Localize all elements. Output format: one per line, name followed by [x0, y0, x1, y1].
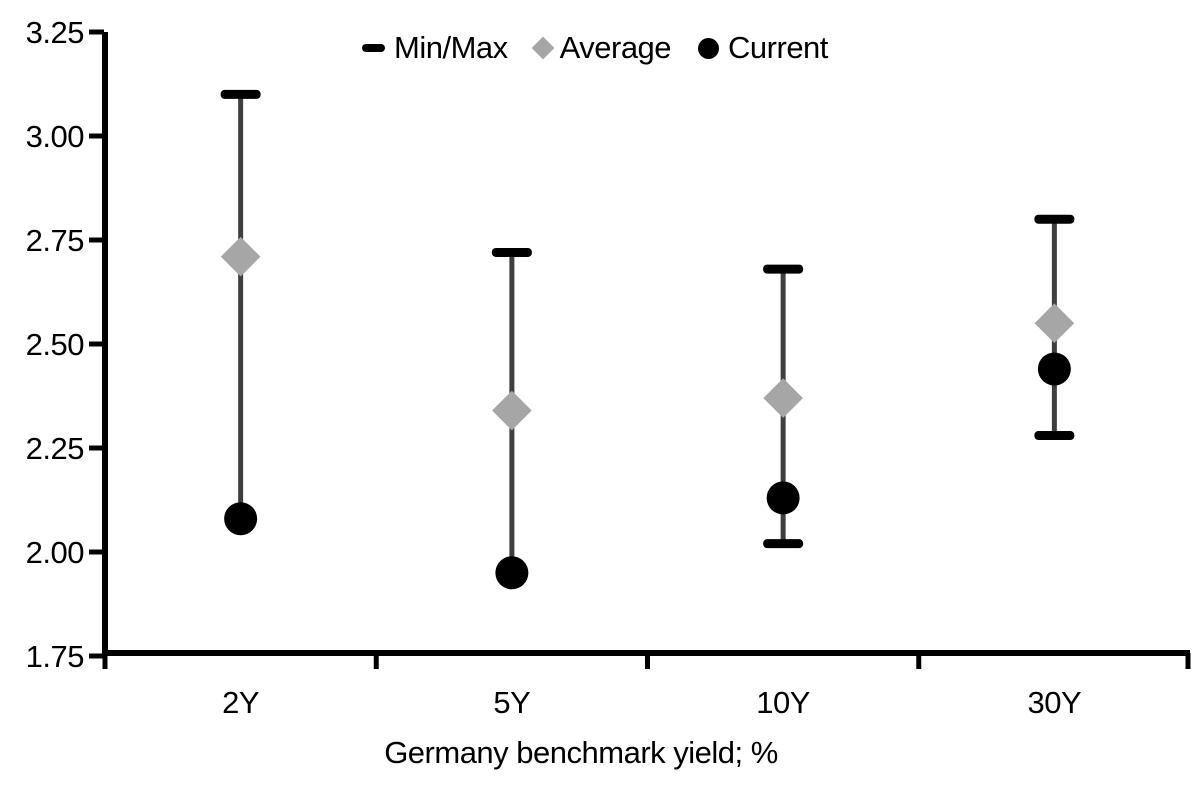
y-tick-label: 2.25 — [26, 431, 84, 466]
y-tick-label: 3.00 — [26, 119, 85, 154]
x-category-label: 5Y — [493, 685, 530, 720]
y-tick-label: 1.75 — [26, 639, 84, 674]
x-axis-title: Germany benchmark yield; % — [384, 735, 778, 770]
minmax-dash-icon — [362, 44, 385, 52]
legend-item-minmax: Min/Max — [362, 30, 508, 66]
max-cap — [1034, 214, 1075, 224]
current-marker — [766, 481, 800, 515]
min-cap — [1034, 431, 1075, 441]
legend-label-average: Average — [559, 30, 672, 65]
x-category-label: 2Y — [222, 685, 259, 720]
average-diamond-icon — [531, 36, 554, 60]
legend-label-current: Current — [728, 30, 828, 65]
current-circle-icon — [698, 37, 720, 59]
max-cap — [763, 264, 804, 274]
chart-legend: Min/Max Average Current — [362, 28, 828, 68]
min-cap — [763, 539, 804, 549]
y-tick-label: 2.75 — [26, 223, 84, 258]
x-category-label: 10Y — [756, 685, 810, 720]
legend-item-average: Average — [531, 30, 672, 66]
x-category-label: 30Y — [1028, 685, 1082, 720]
max-cap — [491, 247, 532, 257]
y-tick-label: 2.00 — [26, 535, 85, 570]
y-tick-label: 2.50 — [26, 327, 85, 362]
average-marker — [1034, 303, 1075, 343]
legend-item-current: Current — [698, 30, 828, 66]
current-marker — [1037, 352, 1071, 386]
y-tick-label: 3.25 — [26, 15, 84, 50]
current-marker — [495, 556, 529, 590]
max-cap — [220, 89, 261, 99]
average-marker — [492, 390, 532, 431]
average-marker — [220, 236, 261, 277]
current-marker — [224, 502, 258, 536]
legend-label-minmax: Min/Max — [394, 30, 508, 65]
average-marker — [763, 378, 803, 418]
